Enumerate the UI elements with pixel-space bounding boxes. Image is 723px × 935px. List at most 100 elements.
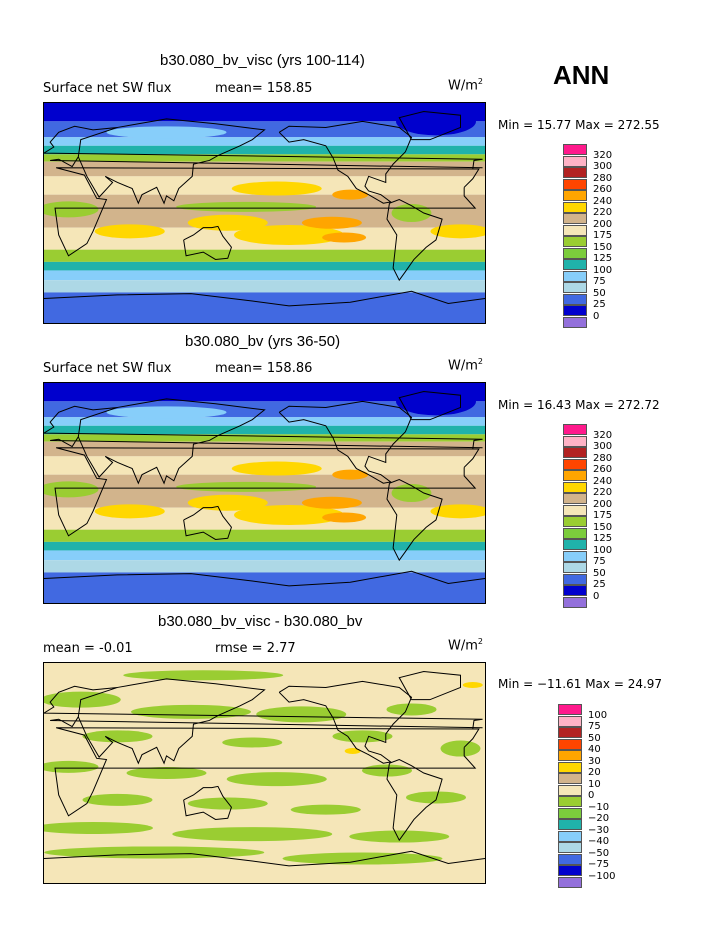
colorbar-swatch [563, 282, 587, 293]
colorbar-swatch [563, 527, 587, 539]
colorbar-swatch [563, 155, 587, 167]
panel-1-units: W/m2 [448, 77, 483, 94]
field-band [44, 383, 485, 402]
field-blob [322, 232, 367, 243]
colorbar-label: 75 [588, 721, 601, 732]
field-blob [82, 730, 153, 743]
field-band [44, 161, 485, 177]
colorbar-swatch [563, 190, 587, 201]
coastline-europe [44, 405, 483, 450]
panel-1-colorbar: 320 300 280 260 240 220 200 175 150 125 100 75 50 25 0 [563, 144, 623, 328]
field-band [44, 560, 485, 573]
field-band [44, 292, 485, 323]
field-band [44, 137, 485, 146]
panel-2-map [43, 382, 486, 604]
colorbar-label: 240 [593, 195, 613, 207]
colorbar-label: 50 [588, 732, 601, 744]
field-band [44, 270, 485, 281]
colorbar-label: 0 [588, 790, 595, 801]
panel-2-units: W/m2 [448, 357, 483, 374]
colorbar-swatch [558, 750, 582, 761]
colorbar-label: 25 [593, 299, 606, 310]
field-blob [187, 214, 268, 231]
field-blob [349, 830, 450, 843]
colorbar-swatch [558, 830, 582, 842]
field-blob [282, 852, 443, 865]
colorbar-swatch [563, 144, 587, 155]
panel-3-minmax: Min = −11.61 Max = 24.97 [498, 677, 663, 691]
coastline-asia [77, 118, 266, 205]
field-blob [234, 505, 344, 525]
colorbar-swatch [563, 424, 587, 435]
field-blob [44, 760, 99, 773]
panel-2-mean: mean= 158.86 [215, 361, 313, 376]
colorbar-label: 320 [593, 149, 613, 161]
colorbar-swatch [558, 704, 582, 715]
colorbar-swatch [558, 761, 582, 773]
colorbar-label: −10 [588, 801, 610, 813]
field-blob [231, 181, 322, 196]
colorbar-label: 125 [593, 533, 613, 544]
colorbar-label: 200 [593, 498, 613, 510]
panel-1-minmax: Min = 15.77 Max = 272.55 [498, 118, 660, 132]
field-blob [322, 512, 367, 523]
colorbar-label: 150 [593, 521, 613, 533]
coastline-antarctica [44, 570, 485, 587]
coastline-africa [54, 727, 480, 817]
field-band [44, 425, 485, 435]
colorbar-swatch [558, 796, 582, 807]
field-band [44, 541, 485, 551]
panel-2-minmax: Min = 16.43 Max = 272.72 [498, 398, 660, 412]
field-blob [123, 670, 284, 681]
field-blob [440, 740, 481, 757]
colorbar-swatch [558, 807, 582, 819]
colorbar-label: 280 [593, 452, 613, 464]
field-blob [406, 791, 466, 804]
coastline-greenland [398, 111, 461, 141]
field-blob [94, 224, 165, 239]
field-blob [44, 481, 99, 498]
coastline-antarctica [44, 850, 485, 867]
colorbar-label: 320 [593, 429, 613, 441]
colorbar-swatch [563, 178, 587, 190]
panel-3-mean: mean = -0.01 [43, 641, 133, 656]
colorbar-label: 240 [593, 475, 613, 487]
colorbar-label: 260 [593, 464, 613, 475]
field-band [44, 441, 485, 457]
colorbar-swatch [563, 539, 587, 550]
colorbar-swatch [563, 516, 587, 527]
colorbar-swatch [558, 715, 582, 727]
colorbar-swatch [558, 842, 582, 853]
field-blob [44, 201, 99, 218]
field-blob [396, 107, 476, 136]
colorbar-swatch [558, 727, 582, 738]
panel-1-mean: mean= 158.85 [215, 81, 313, 96]
field-blob [391, 484, 432, 502]
panel-1-title: b30.080_bv_visc (yrs 100-114) [160, 52, 365, 69]
panel-3-rmse: rmse = 2.77 [215, 641, 296, 656]
panel-3-map [43, 662, 486, 884]
field-blob [332, 189, 369, 200]
colorbar-label: 260 [593, 184, 613, 195]
coastline-samerica [386, 759, 443, 842]
field-blob [222, 737, 283, 748]
field-band [44, 249, 485, 262]
colorbar-label: 50 [593, 287, 606, 299]
colorbar-label: 25 [593, 579, 606, 590]
field-blob [187, 494, 268, 511]
panel-2-title: b30.080_bv (yrs 36-50) [185, 333, 341, 350]
field-blob [231, 461, 322, 476]
colorbar-swatch [563, 270, 587, 282]
colorbar-label: 300 [593, 161, 613, 172]
field-band [44, 572, 485, 603]
colorbar-swatch [563, 305, 587, 316]
field-blob [106, 406, 227, 419]
colorbar-label: 50 [593, 567, 606, 579]
colorbar-label: 20 [588, 767, 601, 778]
colorbar-swatch [563, 213, 587, 224]
colorbar-swatch [558, 865, 582, 876]
colorbar-swatch [563, 585, 587, 596]
colorbar-swatch [563, 247, 587, 259]
coastline-namerica [278, 400, 413, 484]
colorbar-swatch [563, 224, 587, 236]
